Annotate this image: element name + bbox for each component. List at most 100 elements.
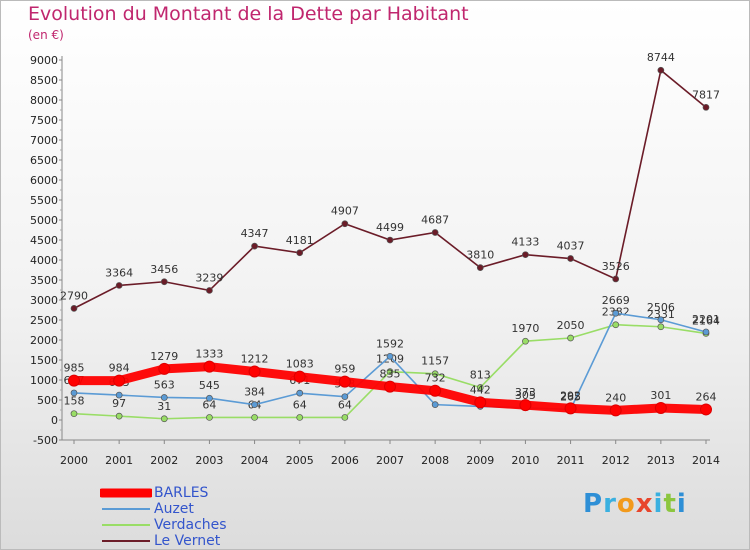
data-point-verdaches xyxy=(296,414,304,421)
y-tick-label: -500 xyxy=(33,434,58,447)
data-point-auzet xyxy=(251,401,258,408)
data-label-auzet: 2201 xyxy=(692,313,720,326)
data-point-barles xyxy=(248,365,261,378)
data-label-barles: 240 xyxy=(605,391,626,404)
x-tick-label: 2000 xyxy=(60,454,88,467)
data-label-le-vernet: 4181 xyxy=(286,234,314,247)
data-label-barles: 835 xyxy=(380,368,401,381)
unit-label: (en €) xyxy=(28,28,64,42)
data-point-barles xyxy=(338,375,351,388)
x-tick-label: 2009 xyxy=(466,454,494,467)
data-label-barles: 1083 xyxy=(286,358,314,371)
data-label-auzet: 545 xyxy=(199,379,220,392)
data-label-le-vernet: 3526 xyxy=(602,260,630,273)
data-label-le-vernet: 2790 xyxy=(60,289,88,302)
data-point-verdaches xyxy=(431,370,439,378)
data-point-le-vernet xyxy=(522,251,529,259)
data-point-le-vernet xyxy=(567,255,574,262)
y-tick-label: 4000 xyxy=(30,254,58,267)
data-label-le-vernet: 4907 xyxy=(331,205,359,218)
x-tick-label: 2011 xyxy=(557,454,585,467)
data-point-auzet xyxy=(657,316,665,324)
data-label-le-vernet: 7817 xyxy=(692,88,720,101)
data-label-verdaches: 64 xyxy=(293,398,307,411)
data-label-barles: 442 xyxy=(470,383,491,396)
data-label-verdaches: 1970 xyxy=(511,322,539,335)
data-point-auzet xyxy=(206,394,213,402)
data-point-auzet xyxy=(296,389,304,397)
data-point-barles xyxy=(384,380,396,393)
data-point-auzet xyxy=(431,401,439,408)
legend-swatch-le-vernet xyxy=(102,540,150,542)
data-label-barles: 373 xyxy=(515,386,536,399)
y-tick-label: 7500 xyxy=(30,114,58,127)
data-point-le-vernet xyxy=(431,229,439,236)
data-point-le-vernet xyxy=(702,103,710,111)
x-tick-label: 2010 xyxy=(511,454,539,467)
logo-letter: x xyxy=(635,489,654,519)
y-tick-label: 0 xyxy=(51,414,58,427)
y-tick-label: 8500 xyxy=(30,74,58,87)
data-point-le-vernet xyxy=(341,220,349,228)
proxiti-logo: Proxiti xyxy=(583,489,687,519)
x-tick-label: 2008 xyxy=(421,454,449,467)
data-label-verdaches: 31 xyxy=(157,400,171,413)
data-point-barles xyxy=(113,374,126,387)
data-label-le-vernet: 3239 xyxy=(195,271,223,284)
x-tick-label: 2006 xyxy=(331,454,359,467)
data-point-barles xyxy=(293,370,306,383)
logo-letter: i xyxy=(676,489,687,519)
data-label-le-vernet: 4347 xyxy=(241,227,269,240)
data-point-barles xyxy=(203,360,216,373)
data-point-auzet xyxy=(115,391,123,399)
data-point-le-vernet xyxy=(70,305,78,312)
data-label-auzet: 384 xyxy=(244,386,265,399)
data-point-verdaches xyxy=(386,368,394,375)
data-point-le-vernet xyxy=(386,236,394,244)
data-point-barles xyxy=(654,401,667,414)
x-tick-label: 2004 xyxy=(241,454,269,467)
legend-label-le-vernet: Le Vernet xyxy=(154,533,221,549)
y-tick-label: 5000 xyxy=(30,214,58,227)
logo-letter: o xyxy=(616,489,636,519)
data-point-verdaches xyxy=(251,414,258,421)
legend-swatch-auzet xyxy=(102,508,150,510)
data-label-barles: 984 xyxy=(109,362,130,375)
data-point-auzet xyxy=(160,394,168,401)
y-tick-label: 2000 xyxy=(30,334,58,347)
data-point-auzet xyxy=(70,389,78,397)
data-point-auzet xyxy=(702,328,710,336)
series-le-vernet: 2790 3364 3456 3239 4347 4181 4907 4499 4687 3810… xyxy=(60,51,720,312)
data-label-verdaches: 64 xyxy=(338,398,352,411)
y-tick-label: 6000 xyxy=(30,174,58,187)
data-label-barles: 301 xyxy=(650,389,671,402)
y-tick-label: 4500 xyxy=(30,234,58,247)
data-label-verdaches: 2331 xyxy=(647,308,675,321)
data-point-verdaches xyxy=(115,412,123,420)
data-label-auzet: 305 xyxy=(515,389,536,402)
data-label-barles: 1279 xyxy=(150,350,178,363)
data-point-barles xyxy=(158,362,171,375)
legend-item-auzet: Auzet xyxy=(100,501,227,517)
logo-letter: P xyxy=(583,489,604,519)
data-label-barles: 959 xyxy=(334,363,355,376)
data-label-le-vernet: 4499 xyxy=(376,221,404,234)
data-label-verdaches: 158 xyxy=(64,395,85,408)
data-point-barles xyxy=(68,374,80,387)
series-barles: 985 984 1279 1333 1212 1083 959 835 732 442 373 292… xyxy=(64,348,717,417)
data-label-barles: 264 xyxy=(696,390,717,403)
data-point-barles xyxy=(609,404,622,417)
data-point-verdaches xyxy=(567,334,574,342)
data-label-verdaches: 2164 xyxy=(692,314,720,327)
data-point-le-vernet xyxy=(160,278,168,286)
logo-letter: t xyxy=(663,489,677,519)
legend-swatch-barles xyxy=(100,488,152,498)
y-tick-label: 2500 xyxy=(30,314,58,327)
y-tick-label: 6500 xyxy=(30,154,58,167)
legend-swatch-verdaches xyxy=(102,524,150,526)
data-point-barles xyxy=(474,396,487,409)
data-point-verdaches xyxy=(657,323,665,331)
data-label-barles: 985 xyxy=(64,362,85,375)
